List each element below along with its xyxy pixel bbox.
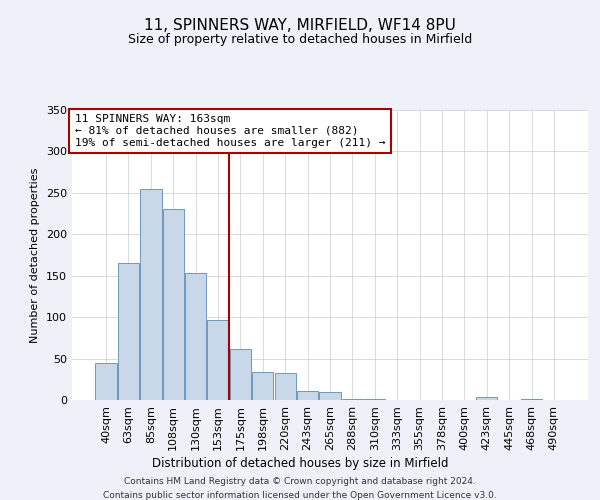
Bar — [140, 188, 161, 400]
Bar — [275, 372, 296, 400]
Bar — [297, 391, 318, 400]
Bar — [342, 399, 363, 400]
Bar — [319, 392, 341, 400]
Y-axis label: Number of detached properties: Number of detached properties — [31, 168, 40, 342]
Bar — [252, 372, 274, 400]
Bar — [208, 320, 229, 400]
Text: Size of property relative to detached houses in Mirfield: Size of property relative to detached ho… — [128, 32, 472, 46]
Text: 11 SPINNERS WAY: 163sqm
← 81% of detached houses are smaller (882)
19% of semi-d: 11 SPINNERS WAY: 163sqm ← 81% of detache… — [74, 114, 385, 148]
Bar — [476, 396, 497, 400]
Text: Contains public sector information licensed under the Open Government Licence v3: Contains public sector information licen… — [103, 491, 497, 500]
Text: Contains HM Land Registry data © Crown copyright and database right 2024.: Contains HM Land Registry data © Crown c… — [124, 478, 476, 486]
Bar — [364, 399, 385, 400]
Bar — [118, 264, 139, 400]
Bar — [230, 348, 251, 400]
Bar — [163, 210, 184, 400]
Bar — [185, 273, 206, 400]
Text: 11, SPINNERS WAY, MIRFIELD, WF14 8PU: 11, SPINNERS WAY, MIRFIELD, WF14 8PU — [144, 18, 456, 32]
Bar — [95, 362, 117, 400]
Text: Distribution of detached houses by size in Mirfield: Distribution of detached houses by size … — [152, 458, 448, 470]
Bar — [521, 399, 542, 400]
